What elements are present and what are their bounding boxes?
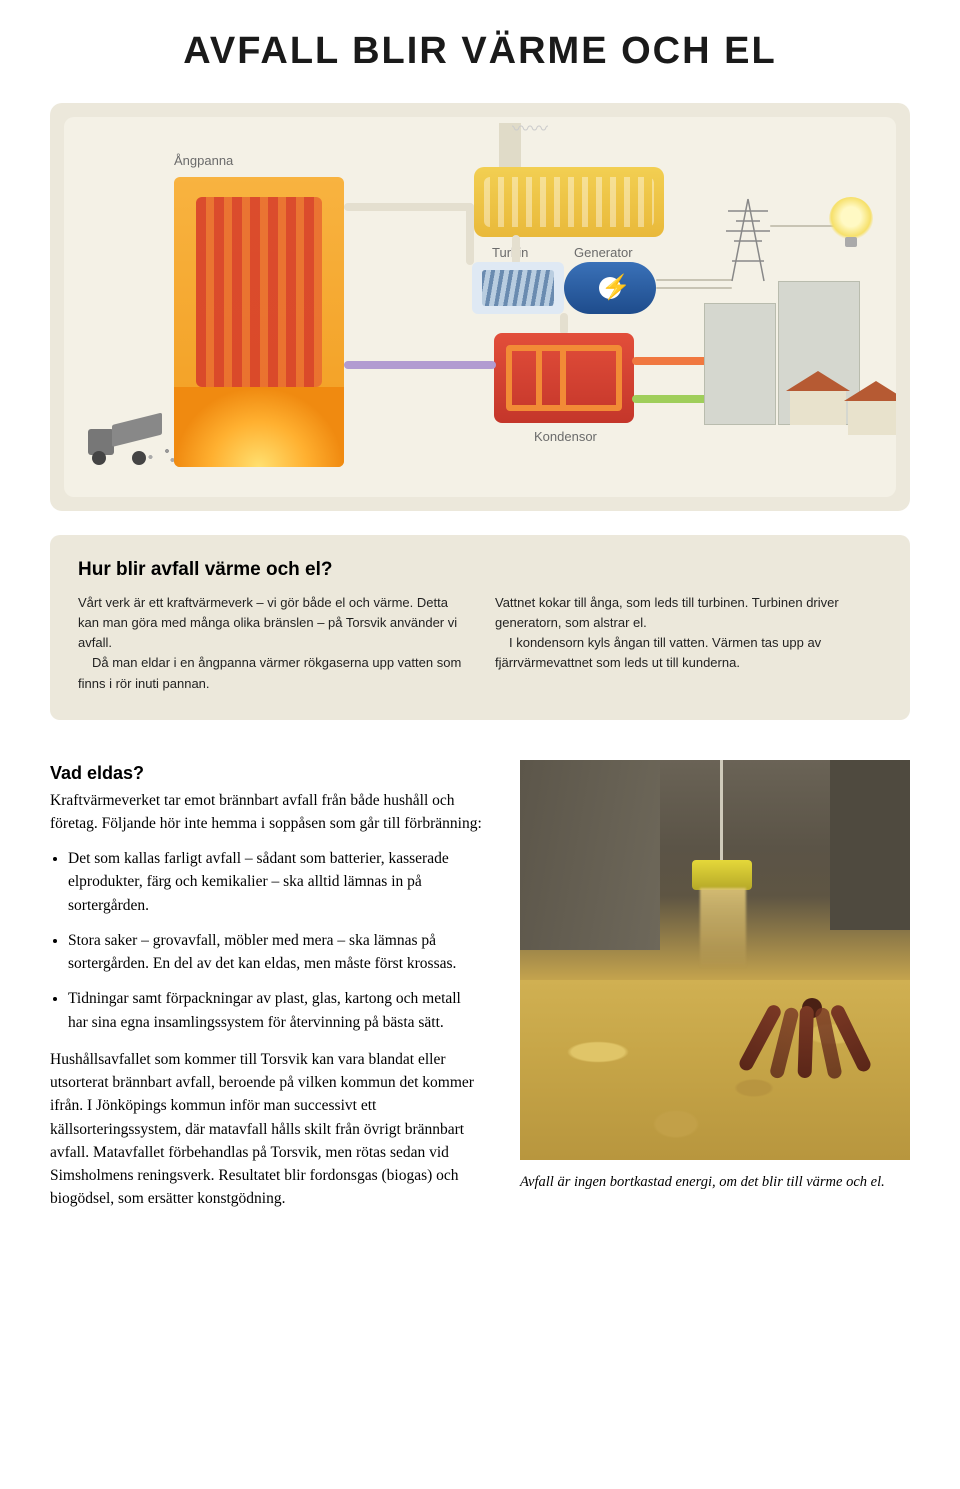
info-right-p2: I kondensorn kyls ångan till vatten. Vär… [495,633,882,673]
building-icon-1 [704,303,776,425]
house-icon-1 [790,389,846,425]
lightbulb-icon [829,197,873,241]
info-heading: Hur blir avfall värme och el? [78,559,882,581]
article-text: Vad eldas? Kraftvärmeverket tar emot brä… [50,760,484,1223]
process-diagram: Ångpanna Turbin Generator Kondensor 〰〰 [64,117,896,497]
info-left-p1: Vårt verk är ett kraftvärmeverk – vi gör… [78,593,465,653]
waste-bunker-photo [520,760,910,1160]
return-pipe [344,361,496,369]
condenser-icon [494,333,634,423]
info-right-column: Vattnet kokar till ånga, som leds till t… [495,593,882,694]
article-bullets: Det som kallas farligt avfall – sådant s… [50,847,484,1034]
boiler-label: Ångpanna [174,153,233,168]
bolt-icon: ⚡ [601,273,631,302]
turbine-icon [472,262,564,314]
steam-pipe-1 [344,203,474,211]
generator-label: Generator [574,245,633,260]
house-icon-2 [848,399,896,435]
article-intro: Kraftvärmeverket tar emot brännbart avfa… [50,789,484,836]
page-title: AVFALL BLIR VÄRME OCH EL [50,30,910,73]
smoke-icon: 〰〰 [512,117,548,141]
turbine-label: Turbin [492,245,528,260]
condenser-label: Kondensor [534,429,597,444]
article-heading: Vad eldas? [50,760,484,787]
info-right-p1: Vattnet kokar till ånga, som leds till t… [495,593,882,633]
list-item: Det som kallas farligt avfall – sådant s… [68,847,484,917]
power-wire-3 [770,225,836,227]
pylon-icon [724,197,772,283]
article-para2: Hushållsavfallet som kommer till Torsvik… [50,1048,484,1211]
loader-bucket-icon [692,860,752,890]
diagram-panel: Ångpanna Turbin Generator Kondensor 〰〰 [50,103,910,511]
boiler-icon [174,177,344,467]
list-item: Tidningar samt förpackningar av plast, g… [68,987,484,1034]
figure: Avfall är ingen bortkastad energi, om de… [520,760,910,1192]
info-box: Hur blir avfall värme och el? Vårt verk … [50,535,910,720]
turbine-to-condenser [560,313,568,335]
list-item: Stora saker – grovavfall, möbler med mer… [68,929,484,976]
grab-claw-icon [750,998,870,1098]
steam-pipe-2 [466,203,474,265]
figure-caption: Avfall är ingen bortkastad energi, om de… [520,1172,910,1192]
heat-exchanger-icon [474,167,664,237]
info-left-p2: Då man eldar i en ångpanna värmer rökgas… [78,653,465,693]
steam-down [512,235,520,265]
article-section: Vad eldas? Kraftvärmeverket tar emot brä… [50,760,910,1223]
power-wire-2 [656,287,732,289]
info-left-column: Vårt verk är ett kraftvärmeverk – vi gör… [78,593,465,694]
power-wire-1 [656,279,732,281]
